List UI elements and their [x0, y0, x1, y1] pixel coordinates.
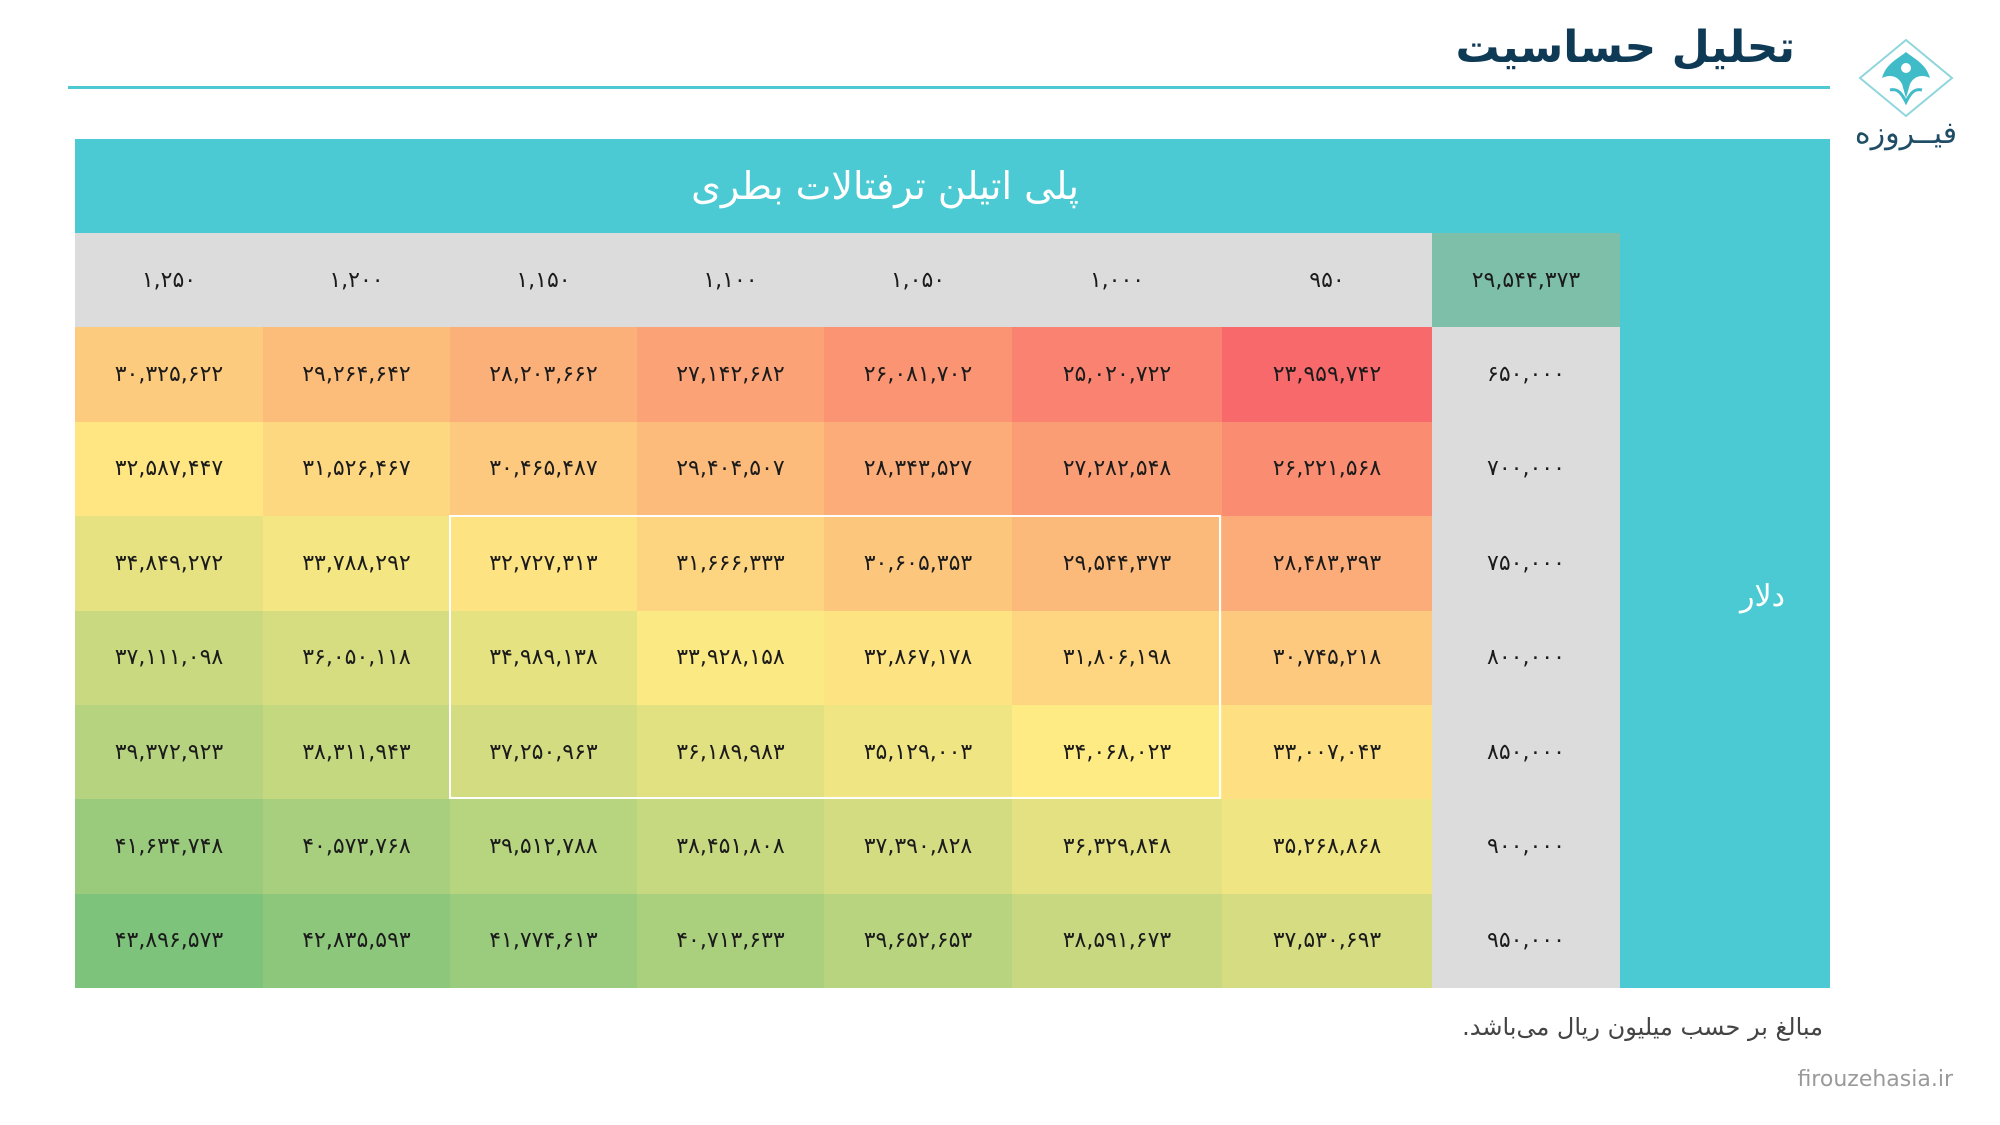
table-cell: ۲۶,۲۲۱,۵۶۸ [1222, 421, 1432, 517]
brand-logo: فیــروزه [1852, 38, 1960, 168]
table-cell: ۳۶,۳۲۹,۸۴۸ [1012, 799, 1222, 894]
column-header: ۱,۰۵۰ [824, 233, 1012, 328]
table-cell: ۴۱,۶۳۴,۷۴۸ [75, 799, 263, 894]
row-header: ۸۵۰,۰۰۰ [1432, 704, 1620, 800]
table-title: پلی اتیلن ترفتالات بطری [691, 164, 1079, 208]
table-cell: ۲۵,۰۲۰,۷۲۲ [1012, 327, 1222, 422]
table-cell: ۳۵,۲۶۸,۸۶۸ [1222, 799, 1432, 894]
table-cell: ۳۰,۳۲۵,۶۲۲ [75, 327, 263, 422]
table-cell: ۳۲,۷۲۷,۳۱۳ [450, 516, 637, 611]
row-axis-label: دلار [1740, 579, 1785, 614]
column-header: ۱,۲۰۰ [263, 233, 450, 328]
table-cell: ۳۶,۱۸۹,۹۸۳ [637, 704, 824, 800]
table-cell: ۳۱,۸۰۶,۱۹۸ [1012, 610, 1222, 705]
table-cell: ۲۶,۰۸۱,۷۰۲ [824, 327, 1012, 422]
table-cell: ۳۱,۵۲۶,۴۶۷ [263, 421, 450, 517]
table-cell: ۳۲,۸۶۷,۱۷۸ [824, 610, 1012, 705]
row-header: ۶۵۰,۰۰۰ [1432, 327, 1620, 422]
table-cell: ۲۹,۵۴۴,۳۷۳ [1012, 516, 1222, 611]
table-cell: ۳۴,۸۴۹,۲۷۲ [75, 516, 263, 611]
column-header: ۱,۰۰۰ [1012, 233, 1222, 328]
sensitivity-panel: پلی اتیلن ترفتالات بطری دلار ۱,۲۵۰ ۱,۲۰۰ ۱… [75, 139, 1830, 988]
website-link[interactable]: firouzehasia.ir [1797, 1067, 1953, 1092]
table-cell: ۴۲,۸۳۵,۵۹۳ [263, 893, 450, 988]
table-cell: ۳۳,۷۸۸,۲۹۲ [263, 516, 450, 611]
table-cell: ۴۳,۸۹۶,۵۷۳ [75, 893, 263, 988]
brand-name: فیــروزه [1854, 116, 1958, 151]
row-header: ۹۰۰,۰۰۰ [1432, 799, 1620, 894]
table-cell: ۳۷,۵۳۰,۶۹۳ [1222, 893, 1432, 988]
table-cell: ۳۹,۳۷۲,۹۲۳ [75, 704, 263, 800]
table-cell: ۲۸,۲۰۳,۶۶۲ [450, 327, 637, 422]
table-cell: ۳۰,۴۶۵,۴۸۷ [450, 421, 637, 517]
sensitivity-table: ۱,۲۵۰ ۱,۲۰۰ ۱,۱۵۰ ۱,۱۰۰ ۱,۰۵۰ ۱,۰۰۰ ۹۵۰ ۲۹,۵۴۴,… [75, 233, 1620, 988]
footnote: مبالغ بر حسب میلیون ریال می‌باشد. [1462, 1013, 1823, 1041]
base-case-value: ۲۹,۵۴۴,۳۷۳ [1432, 233, 1620, 328]
table-cell: ۳۴,۹۸۹,۱۳۸ [450, 610, 637, 705]
column-header: ۱,۲۵۰ [75, 233, 263, 328]
table-cell: ۲۹,۲۶۴,۶۴۲ [263, 327, 450, 422]
table-cell: ۳۷,۲۵۰,۹۶۳ [450, 704, 637, 800]
table-cell: ۳۱,۶۶۶,۳۳۳ [637, 516, 824, 611]
table-cell: ۳۹,۵۱۲,۷۸۸ [450, 799, 637, 894]
column-header: ۹۵۰ [1222, 233, 1432, 328]
table-cell: ۳۴,۰۶۸,۰۲۳ [1012, 704, 1222, 800]
table-cell: ۳۰,۷۴۵,۲۱۸ [1222, 610, 1432, 705]
row-header: ۹۵۰,۰۰۰ [1432, 893, 1620, 988]
table-cell: ۲۳,۹۵۹,۷۴۲ [1222, 327, 1432, 422]
table-cell: ۳۷,۳۹۰,۸۲۸ [824, 799, 1012, 894]
table-cell: ۳۸,۵۹۱,۶۷۳ [1012, 893, 1222, 988]
table-cell: ۳۸,۳۱۱,۹۴۳ [263, 704, 450, 800]
table-cell: ۳۳,۰۰۷,۰۴۳ [1222, 704, 1432, 800]
column-header: ۱,۱۰۰ [637, 233, 824, 328]
row-header: ۷۰۰,۰۰۰ [1432, 421, 1620, 517]
table-cell: ۲۷,۱۴۲,۶۸۲ [637, 327, 824, 422]
table-cell: ۳۷,۱۱۱,۰۹۸ [75, 610, 263, 705]
table-cell: ۲۹,۴۰۴,۵۰۷ [637, 421, 824, 517]
table-cell: ۲۸,۴۸۳,۳۹۳ [1222, 516, 1432, 611]
table-cell: ۳۳,۹۲۸,۱۵۸ [637, 610, 824, 705]
table-cell: ۳۰,۶۰۵,۳۵۳ [824, 516, 1012, 611]
column-header: ۱,۱۵۰ [450, 233, 637, 328]
header-divider [68, 86, 1830, 89]
table-cell: ۲۸,۳۴۳,۵۲۷ [824, 421, 1012, 517]
table-cell: ۳۶,۰۵۰,۱۱۸ [263, 610, 450, 705]
table-cell: ۴۰,۵۷۳,۷۶۸ [263, 799, 450, 894]
row-header: ۷۵۰,۰۰۰ [1432, 516, 1620, 611]
table-cell: ۳۹,۶۵۲,۶۵۳ [824, 893, 1012, 988]
page-title: تحلیل حساسیت [1455, 22, 1795, 73]
table-cell: ۴۱,۷۷۴,۶۱۳ [450, 893, 637, 988]
table-cell: ۲۷,۲۸۲,۵۴۸ [1012, 421, 1222, 517]
table-cell: ۳۲,۵۸۷,۴۴۷ [75, 421, 263, 517]
table-cell: ۴۰,۷۱۳,۶۳۳ [637, 893, 824, 988]
table-cell: ۳۵,۱۲۹,۰۰۳ [824, 704, 1012, 800]
table-cell: ۳۸,۴۵۱,۸۰۸ [637, 799, 824, 894]
row-header: ۸۰۰,۰۰۰ [1432, 610, 1620, 705]
turquoise-emblem-icon [1858, 38, 1954, 118]
